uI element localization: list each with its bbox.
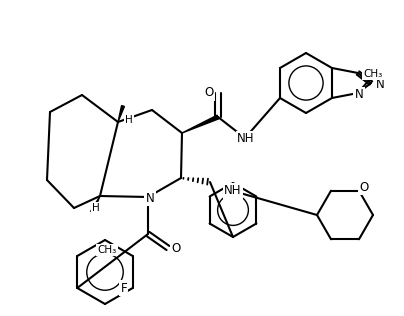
Text: F: F [120, 282, 127, 295]
Text: O: O [171, 242, 181, 256]
Polygon shape [90, 196, 100, 213]
Text: O: O [204, 87, 214, 100]
Text: H: H [92, 203, 100, 213]
Text: N: N [355, 88, 363, 101]
Text: CH₃: CH₃ [97, 245, 117, 255]
Text: N: N [376, 77, 384, 90]
Text: N: N [145, 191, 154, 204]
Text: CH₃: CH₃ [363, 69, 383, 79]
Polygon shape [118, 106, 124, 122]
Text: NH: NH [224, 185, 242, 198]
Polygon shape [182, 115, 219, 133]
Text: O: O [360, 181, 368, 194]
Text: H: H [125, 115, 133, 125]
Text: NH: NH [237, 132, 255, 145]
